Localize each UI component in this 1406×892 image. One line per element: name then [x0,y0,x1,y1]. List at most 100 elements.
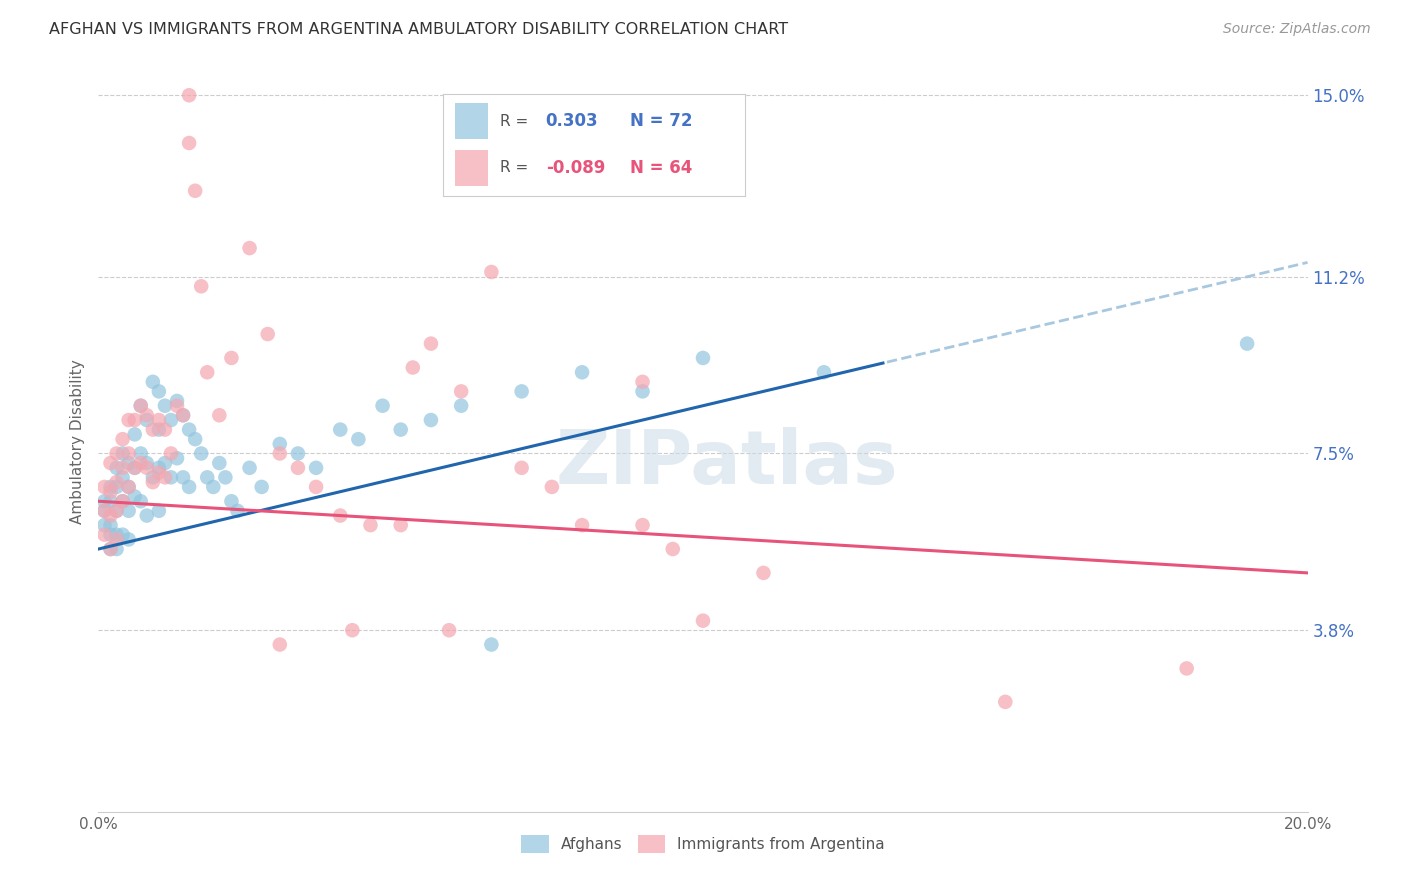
Point [148,460,170,475]
Point [179,480,201,494]
Point [100,518,122,533]
Point [813,365,835,379]
Point [360,518,382,533]
Point [93,494,115,508]
Point [105,533,128,547]
Point [256,327,278,342]
Point [135,409,157,423]
Point [111,470,134,484]
Point [148,504,170,518]
Point [111,446,134,460]
Point [752,566,775,580]
Point [571,365,593,379]
Point [184,432,207,446]
Text: -0.089: -0.089 [546,159,605,177]
Point [153,399,176,413]
Point [111,527,134,541]
FancyBboxPatch shape [456,150,488,186]
Point [100,456,122,470]
Point [100,541,122,556]
Point [631,518,654,533]
Point [100,484,122,499]
Point [214,470,236,484]
Point [148,413,170,427]
Point [195,470,218,484]
Point [148,466,170,480]
Text: R =: R = [501,114,529,128]
Point [172,409,194,423]
Point [1236,336,1258,351]
Point [166,393,188,408]
Point [179,88,201,103]
Point [118,456,141,470]
Point [129,399,152,413]
Point [124,413,146,427]
Point [129,456,152,470]
Point [105,541,128,556]
Point [269,446,291,460]
Point [105,446,128,460]
Point [118,413,141,427]
Point [481,638,503,652]
Point [305,480,328,494]
Text: ZIPatlas: ZIPatlas [555,427,898,500]
Point [342,624,364,638]
Point [148,384,170,399]
Point [142,475,165,490]
Point [93,518,115,533]
Point [389,423,412,437]
Point [100,508,122,523]
Point [226,504,249,518]
Point [93,504,115,518]
Point [111,432,134,446]
Text: R =: R = [501,160,529,175]
Point [184,184,207,198]
Point [160,413,183,427]
Point [269,437,291,451]
Point [402,360,425,375]
Text: Source: ZipAtlas.com: Source: ZipAtlas.com [1223,22,1371,37]
Text: 0.303: 0.303 [546,112,599,130]
Point [118,480,141,494]
Point [221,351,243,365]
Point [111,494,134,508]
Point [105,480,128,494]
Point [100,541,122,556]
Text: N = 64: N = 64 [630,159,693,177]
Point [329,508,352,523]
Point [124,490,146,504]
Point [208,456,231,470]
Point [135,508,157,523]
Point [118,504,141,518]
Legend: Afghans, Immigrants from Argentina: Afghans, Immigrants from Argentina [515,829,891,860]
Point [118,533,141,547]
Point [153,423,176,437]
Point [179,136,201,150]
Point [129,399,152,413]
Point [437,624,460,638]
Point [202,480,225,494]
Point [160,470,183,484]
Point [1175,661,1198,675]
Point [129,446,152,460]
Point [287,460,309,475]
Point [172,409,194,423]
Text: AFGHAN VS IMMIGRANTS FROM ARGENTINA AMBULATORY DISABILITY CORRELATION CHART: AFGHAN VS IMMIGRANTS FROM ARGENTINA AMBU… [49,22,789,37]
Point [105,460,128,475]
Point [105,504,128,518]
FancyBboxPatch shape [456,103,488,139]
Point [124,427,146,442]
Point [250,480,273,494]
Point [93,527,115,541]
Point [305,460,328,475]
Point [692,351,714,365]
Point [93,480,115,494]
Point [153,456,176,470]
Point [135,460,157,475]
Point [692,614,714,628]
Point [208,409,231,423]
Point [269,638,291,652]
Point [239,460,262,475]
Point [190,279,212,293]
Point [118,480,141,494]
